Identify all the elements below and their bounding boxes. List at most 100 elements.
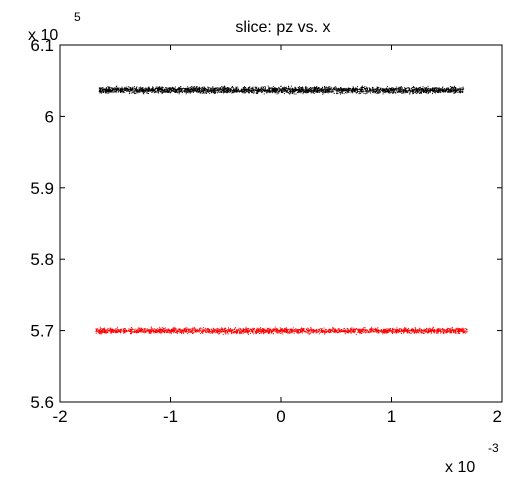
scatter-point bbox=[211, 90, 213, 92]
scatter-point bbox=[218, 329, 220, 331]
scatter-point bbox=[299, 332, 300, 334]
scatter-point bbox=[177, 330, 179, 332]
scatter-point bbox=[165, 89, 167, 91]
scatter-point bbox=[377, 88, 379, 90]
scatter-point bbox=[356, 91, 358, 93]
scatter-point bbox=[225, 327, 227, 329]
scatter-point bbox=[238, 333, 240, 335]
scatter-point bbox=[198, 87, 200, 89]
scatter-point bbox=[268, 87, 270, 89]
scatter-point bbox=[269, 327, 271, 329]
scatter-point bbox=[436, 331, 438, 333]
scatter-point bbox=[177, 89, 179, 91]
scatter-point bbox=[117, 328, 118, 330]
scatter-point bbox=[120, 90, 122, 92]
scatter-point bbox=[389, 91, 391, 93]
scatter-point bbox=[231, 88, 233, 90]
scatter-point bbox=[185, 89, 187, 91]
scatter-point bbox=[131, 329, 133, 331]
scatter-point bbox=[426, 89, 428, 91]
scatter-point bbox=[293, 330, 295, 332]
scatter-point bbox=[341, 88, 343, 90]
scatter-point bbox=[401, 88, 403, 90]
scatter-point bbox=[294, 329, 296, 331]
scatter-point bbox=[421, 331, 423, 333]
scatter-point bbox=[201, 87, 203, 89]
scatter-point bbox=[338, 329, 340, 331]
scatter-point bbox=[101, 332, 103, 334]
scatter-point bbox=[294, 89, 296, 91]
scatter-point bbox=[256, 329, 258, 331]
scatter-point bbox=[313, 90, 315, 92]
scatter-point bbox=[141, 87, 143, 89]
scatter-point bbox=[100, 92, 102, 94]
scatter-point bbox=[419, 328, 421, 330]
scatter-point bbox=[271, 91, 272, 93]
scatter-point bbox=[422, 90, 424, 92]
scatter-point bbox=[193, 332, 194, 334]
scatter-point bbox=[183, 328, 185, 330]
scatter-point bbox=[219, 89, 221, 91]
scatter-point bbox=[408, 89, 410, 91]
scatter-point bbox=[292, 91, 294, 93]
scatter-point bbox=[450, 331, 452, 333]
scatter-point bbox=[258, 89, 260, 91]
scatter-point bbox=[265, 330, 267, 332]
scatter-point bbox=[187, 86, 189, 88]
scatter-point bbox=[349, 88, 351, 90]
scatter-point bbox=[185, 87, 186, 89]
scatter-point bbox=[346, 88, 348, 90]
scatter-point bbox=[267, 328, 269, 330]
scatter-point bbox=[304, 91, 306, 93]
scatter-point bbox=[257, 330, 259, 332]
scatter-point bbox=[173, 87, 175, 89]
scatter-point bbox=[260, 87, 262, 89]
scatter-point bbox=[225, 90, 227, 92]
scatter-point bbox=[138, 88, 140, 90]
scatter-point bbox=[456, 90, 458, 92]
scatter-point bbox=[277, 88, 279, 90]
scatter-point bbox=[98, 88, 100, 90]
scatter-point bbox=[325, 92, 327, 93]
scatter-point bbox=[161, 331, 163, 333]
scatter-point bbox=[234, 89, 236, 91]
scatter-point bbox=[220, 88, 222, 90]
scatter-point bbox=[117, 91, 119, 93]
scatter-point bbox=[296, 89, 298, 91]
scatter-point bbox=[159, 89, 161, 91]
scatter-point bbox=[176, 92, 178, 94]
scatter-point bbox=[108, 330, 110, 332]
scatter-point bbox=[224, 86, 226, 88]
scatter-point bbox=[321, 329, 323, 331]
scatter-point bbox=[142, 90, 144, 92]
scatter-point bbox=[172, 89, 174, 91]
scatter-point bbox=[305, 89, 307, 91]
scatter-point bbox=[139, 331, 140, 333]
scatter-point bbox=[431, 328, 433, 330]
scatter-point bbox=[415, 92, 417, 94]
scatter-point bbox=[434, 91, 436, 93]
scatter-point bbox=[258, 87, 260, 89]
scatter-point bbox=[334, 86, 336, 88]
scatter-point bbox=[356, 89, 358, 91]
scatter-point bbox=[434, 90, 436, 92]
scatter-point bbox=[145, 87, 147, 89]
scatter-point bbox=[302, 87, 304, 89]
scatter-point bbox=[454, 328, 456, 330]
scatter-point bbox=[355, 89, 357, 91]
scatter-point bbox=[134, 91, 136, 92]
scatter-point bbox=[431, 88, 433, 90]
scatter-point bbox=[161, 327, 163, 329]
scatter-point bbox=[216, 88, 218, 89]
scatter-point bbox=[154, 330, 155, 332]
scatter-point bbox=[285, 86, 287, 88]
scatter-point bbox=[392, 331, 394, 333]
scatter-point bbox=[175, 89, 176, 91]
scatter-point bbox=[308, 89, 310, 91]
scatter-point bbox=[253, 90, 254, 92]
scatter-point bbox=[240, 329, 241, 331]
scatter-point bbox=[415, 89, 417, 90]
scatter-point bbox=[450, 89, 452, 91]
scatter-point bbox=[313, 331, 315, 333]
scatter-point bbox=[198, 86, 200, 88]
